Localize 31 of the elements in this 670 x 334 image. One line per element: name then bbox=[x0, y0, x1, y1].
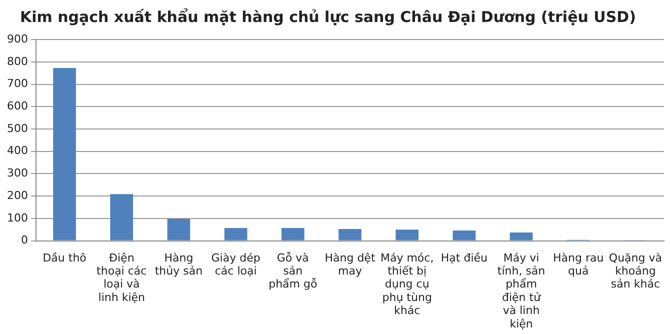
bar bbox=[396, 230, 419, 240]
y-tick-label: 400 bbox=[6, 144, 28, 158]
x-tick-label: Hạt điều bbox=[440, 251, 488, 264]
y-tick-label: 100 bbox=[6, 211, 28, 224]
x-tick-label: Gỗ và sản phẩm gỗ bbox=[268, 251, 318, 291]
y-tick-label: 900 bbox=[6, 32, 28, 46]
y-tick-label: 700 bbox=[6, 77, 28, 90]
x-tick-label: Máy vi tính, sản phẩm điện tử và linh kiện bbox=[497, 251, 546, 330]
bar bbox=[338, 228, 362, 240]
bar bbox=[53, 68, 76, 240]
y-tick-label: 300 bbox=[6, 166, 28, 180]
x-tick-label: Hàng thủy sản bbox=[154, 251, 203, 278]
y-tick-label: 0 bbox=[20, 234, 28, 247]
y-tick-label: 200 bbox=[6, 188, 28, 202]
bar bbox=[224, 228, 248, 240]
bar bbox=[510, 232, 533, 240]
bar bbox=[167, 218, 190, 240]
chart-title: Kim ngạch xuất khẩu mặt hàng chủ lực sang Châu Đại Dương (triệu USD) bbox=[20, 8, 636, 26]
x-tick-label: Điện thoại các loại và linh kiện bbox=[96, 251, 147, 304]
bar bbox=[110, 194, 134, 240]
bar bbox=[452, 230, 476, 240]
x-tick-label: Dầu thô bbox=[42, 251, 87, 264]
x-tick-label: Hàng dệt may bbox=[324, 251, 376, 278]
y-tick-label: 600 bbox=[6, 100, 28, 113]
y-tick-label: 800 bbox=[6, 54, 28, 68]
x-tick-label: Giày dép các loại bbox=[211, 251, 260, 278]
x-tick-label: Hàng rau quả bbox=[553, 251, 604, 278]
x-tick-label: Máy móc, thiết bị dụng cụ phụ tùng khác bbox=[380, 251, 434, 318]
y-tick-label: 500 bbox=[6, 122, 28, 135]
bar bbox=[281, 228, 304, 240]
x-tick-label: Quặng và khoáng sản khác bbox=[608, 251, 662, 291]
